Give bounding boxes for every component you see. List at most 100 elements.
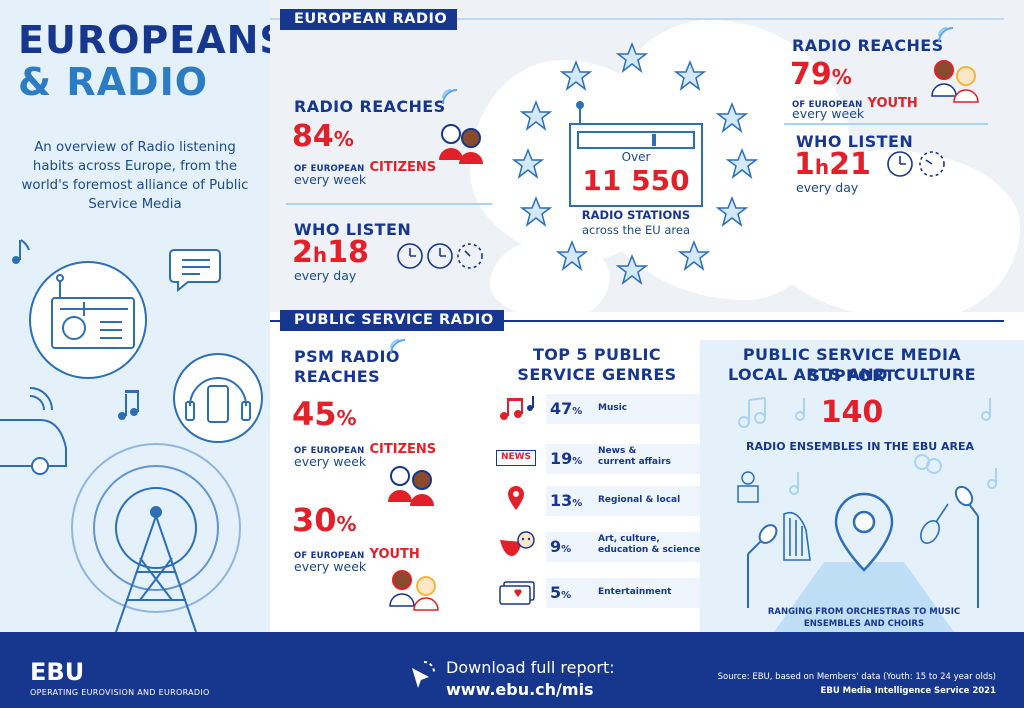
- title-line-2: & RADIO: [18, 60, 209, 104]
- genre-value: 9%: [550, 537, 572, 556]
- headphones-phone-icon: [173, 353, 263, 443]
- clock-icons: [887, 151, 945, 177]
- radio-icon: [29, 261, 147, 379]
- european-radio-section: EUROPEAN RADIO RADIO REACHES 84% OF EURO…: [270, 0, 1024, 312]
- youth-listen-duration: 1h21: [794, 147, 871, 182]
- citizens-listen-duration: 2h18: [292, 235, 369, 270]
- download-label: Download full report:: [446, 658, 615, 677]
- citizens-listen-heading: WHO LISTEN: [294, 220, 412, 239]
- youth-people-icon: [931, 60, 979, 103]
- map-shape: [770, 150, 1020, 312]
- genre-label: Entertainment: [598, 587, 672, 597]
- stations-radio-frame: [569, 101, 703, 207]
- youth-frequency: every week: [792, 106, 865, 121]
- broadcast-waves-icon: [390, 339, 406, 355]
- youth-listen-frequency: every day: [796, 180, 859, 195]
- genre-value: 47%: [550, 399, 583, 418]
- arts-heading-line-2: LOCAL ARTS AND CULTURE: [728, 365, 976, 384]
- genres-heading-line-2: SERVICE GENRES: [517, 365, 677, 384]
- citizens-group-line: OF EUROPEAN CITIZENS: [294, 160, 437, 175]
- stations-sub: across the EU area: [581, 223, 691, 237]
- stations-over: Over: [621, 150, 651, 164]
- ebu-tagline: OPERATING EUROVISION AND EURORADIO: [30, 688, 210, 697]
- section-tab-public-service-radio: PUBLIC SERVICE RADIO: [280, 310, 504, 331]
- chat-bubble-icon: [169, 249, 221, 293]
- report-link[interactable]: www.ebu.ch/mis: [446, 680, 594, 699]
- car-icon: [0, 387, 67, 475]
- ebu-logo: EBU: [30, 658, 85, 686]
- psm-youth-frequency: every week: [294, 559, 367, 574]
- genre-list: 47% Music 19% News & current affairs NEWS…: [494, 394, 702, 616]
- tickets-icon: [499, 581, 535, 605]
- arts-count: 140: [820, 395, 884, 430]
- psm-heading-line-1: PSM RADIO: [294, 347, 400, 366]
- genre-label: Music: [598, 403, 628, 413]
- location-pin-icon: [834, 492, 894, 572]
- stations-count: 11 550: [582, 164, 690, 197]
- stat-divider: [784, 123, 988, 125]
- genre-value: 5%: [550, 583, 572, 602]
- cursor-click-icon: [412, 661, 435, 688]
- stat-divider: [286, 203, 492, 205]
- psm-citizens-people-icon: [388, 466, 434, 506]
- microphone-icon: [747, 524, 778, 608]
- clock-icons: [397, 243, 483, 269]
- microphone-icon: [954, 485, 979, 608]
- section-rule: [270, 320, 1004, 322]
- genre-value: 19%: [550, 449, 583, 468]
- citizens-listen-frequency: every day: [294, 268, 357, 283]
- psm-youth-percent: 30%: [292, 501, 357, 539]
- intro-text: An overview of Radio listening habits ac…: [21, 140, 249, 212]
- music-note-icons: [738, 397, 997, 495]
- footer: EBU OPERATING EUROVISION AND EURORADIO D…: [0, 632, 1024, 708]
- singer-icon: [737, 471, 759, 503]
- music-notes-icon: [500, 396, 534, 420]
- genre-value: 13%: [550, 491, 583, 510]
- genre-row: [546, 532, 702, 562]
- citizens-percent: 84%: [292, 119, 354, 154]
- psm-youth-people-icon: [389, 570, 439, 611]
- genres-heading-line-1: TOP 5 PUBLIC: [532, 345, 662, 364]
- psm-citizens-frequency: every week: [294, 454, 367, 469]
- arts-label: RADIO ENSEMBLES IN THE EBU AREA: [745, 440, 974, 453]
- violin-icon: [920, 503, 949, 544]
- credit-note: EBU Media Intelligence Service 2021: [820, 686, 996, 696]
- left-panel: EUROPEANS & RADIO An overview of Radio l…: [0, 0, 287, 632]
- genre-row: [546, 394, 702, 424]
- youth-percent: 79%: [790, 57, 852, 92]
- citizens-people-icon: [439, 124, 483, 164]
- radio-illustration: [0, 239, 263, 632]
- title-line-1: EUROPEANS: [18, 18, 288, 62]
- arts-illustration: [737, 397, 997, 632]
- genre-label: News & current affairs: [598, 446, 671, 467]
- citizens-reach-heading: RADIO REACHES: [294, 97, 446, 116]
- radio-tower-icon: [71, 443, 241, 632]
- psm-heading-line-2: REACHES: [294, 367, 381, 386]
- psm-youth-group-line: OF EUROPEAN YOUTH: [294, 547, 420, 562]
- psm-citizens-group-line: OF EUROPEAN CITIZENS: [294, 442, 437, 457]
- psm-citizens-percent: 45%: [292, 395, 357, 433]
- source-note: Source: EBU, based on Members' data (You…: [717, 672, 996, 682]
- genre-label: Regional & local: [598, 495, 681, 505]
- stations-label: RADIO STATIONS: [581, 208, 691, 222]
- harp-icon: [783, 511, 811, 561]
- youth-reach-heading: RADIO REACHES: [792, 36, 944, 55]
- map-pin-icon: [508, 486, 524, 510]
- section-tab-european-radio: EUROPEAN RADIO: [280, 9, 458, 30]
- genre-row: [546, 444, 702, 474]
- music-note-icons: [12, 239, 139, 420]
- youth-listen-heading: WHO LISTEN: [796, 132, 914, 151]
- genre-label: Art, culture, education & science: [598, 534, 701, 555]
- youth-group-line: OF EUROPEAN YOUTH: [792, 96, 918, 111]
- arts-heading-line-1: PUBLIC SERVICE MEDIA SUPPORT: [742, 345, 962, 385]
- section-rule: [270, 18, 1004, 20]
- broadcast-waves-icon: [442, 89, 458, 105]
- arts-footnote: RANGING FROM ORCHESTRAS TO MUSIC ENSEMBL…: [767, 607, 961, 629]
- citizens-frequency: every week: [294, 172, 367, 187]
- news-icon: NEWS: [496, 450, 536, 466]
- genre-row: [546, 578, 702, 608]
- broadcast-waves-icon: [938, 27, 954, 43]
- theater-masks-icon: [914, 454, 942, 474]
- theater-masks-icon: [500, 531, 535, 556]
- genre-row: [546, 486, 702, 516]
